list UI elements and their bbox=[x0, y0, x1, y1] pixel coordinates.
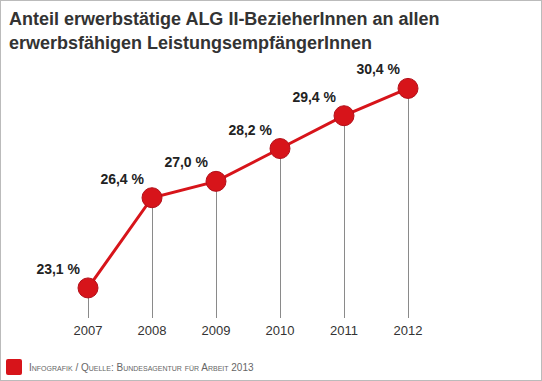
svg-text:2008: 2008 bbox=[138, 323, 167, 338]
svg-text:2007: 2007 bbox=[74, 323, 103, 338]
svg-text:2009: 2009 bbox=[202, 323, 231, 338]
svg-text:29,4 %: 29,4 % bbox=[292, 89, 336, 105]
html-text:Infografik / Quelle: Bundesage: Infografik / Quelle: Bundesagentur für A… bbox=[29, 362, 254, 373]
svg-text:2012: 2012 bbox=[394, 323, 423, 338]
svg-text:26,4 %: 26,4 % bbox=[100, 171, 144, 187]
svg-text:30,4 %: 30,4 % bbox=[356, 61, 400, 77]
svg-text:23,1 %: 23,1 % bbox=[36, 261, 80, 277]
svg-text:2010: 2010 bbox=[266, 323, 295, 338]
svg-text:28,2 %: 28,2 % bbox=[228, 122, 272, 138]
svg-text:2011: 2011 bbox=[330, 323, 358, 338]
svg-text:27,0 %: 27,0 % bbox=[164, 154, 208, 170]
html-text:Anteil erwerbstätige ALG II-Be: Anteil erwerbstätige ALG II-BezieherInne… bbox=[9, 9, 440, 53]
